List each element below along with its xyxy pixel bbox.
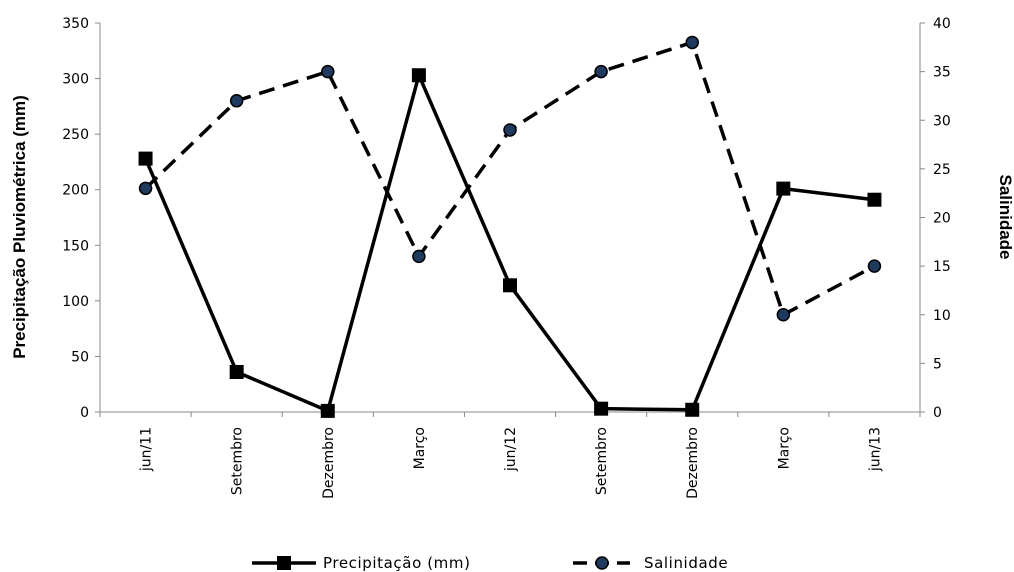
- left-tick-label: 300: [62, 72, 89, 88]
- left-tick-label: 250: [62, 127, 89, 143]
- category-label: jun/11: [139, 427, 155, 472]
- precipitacao-point: [776, 181, 791, 196]
- right-axis-title: Salinidade: [996, 174, 1014, 259]
- category-label: jun/13: [867, 427, 883, 472]
- right-tick-label: 30: [933, 113, 951, 129]
- category-label: Setembro: [594, 427, 610, 495]
- series-markers: [138, 35, 882, 418]
- category-label: Setembro: [230, 427, 246, 495]
- series-lines: [143, 40, 876, 413]
- right-tick-label: 5: [933, 356, 942, 372]
- salinidade-point: [867, 259, 882, 273]
- salinidade-point: [321, 64, 335, 79]
- left-tick-label: 100: [62, 294, 89, 310]
- salinidade-point: [138, 181, 153, 196]
- left-tick-label: 350: [62, 16, 89, 32]
- category-label: Março: [412, 427, 428, 469]
- right-tick-label: 40: [933, 16, 951, 32]
- category-label: Dezembro: [321, 427, 337, 499]
- right-tick-label: 0: [933, 405, 942, 421]
- right-tick-label: 25: [933, 162, 951, 178]
- category-label: jun/12: [503, 427, 519, 472]
- right-axis-ticks: 0 5 10 15 20 25 30 35 40: [920, 16, 951, 421]
- precipitacao-point: [594, 401, 609, 416]
- legend: Precipitação (mm) Salinidade: [252, 554, 728, 572]
- left-tick-label: 0: [80, 405, 89, 421]
- precipitacao-point: [320, 403, 335, 418]
- category-axis-ticks: jun/11 Setembro Dezembro Março jun/12 Setembr…: [99, 412, 921, 499]
- salinidade-point: [503, 123, 517, 137]
- precipitacao-point: [411, 68, 426, 83]
- salinidade-point: [685, 35, 699, 50]
- left-axis-ticks: 0 50 100 150 200 250 300 350: [62, 16, 100, 421]
- legend-precipitacao-marker: [277, 556, 291, 570]
- right-tick-label: 35: [933, 65, 951, 81]
- legend-salinidade-label: Salinidade: [644, 554, 728, 572]
- right-tick-label: 10: [933, 308, 951, 324]
- left-tick-label: 50: [71, 349, 89, 365]
- left-tick-label: 150: [62, 238, 89, 254]
- legend-precipitacao-label: Precipitação (mm): [323, 554, 471, 572]
- salinidade-point: [412, 249, 426, 264]
- salinidade-point: [229, 94, 244, 108]
- left-tick-label: 200: [62, 183, 89, 199]
- left-axis-title: Precipitação Pluviométrica (mm): [10, 95, 29, 359]
- right-tick-label: 20: [933, 211, 951, 227]
- precipitacao-point: [138, 151, 153, 166]
- precipitacao-point: [685, 402, 700, 417]
- legend-salinidade-marker: [595, 556, 609, 570]
- precipitacao-point: [867, 192, 882, 207]
- series-salinidade-line: [144, 40, 876, 318]
- axes: [99, 23, 921, 413]
- category-label: Março: [776, 427, 792, 469]
- precipitacao-point: [503, 278, 517, 293]
- precipitacao-point: [229, 364, 244, 379]
- salinidade-point: [776, 308, 791, 322]
- salinidade-point: [594, 64, 608, 79]
- category-label: Dezembro: [685, 427, 701, 499]
- right-tick-label: 15: [933, 259, 951, 275]
